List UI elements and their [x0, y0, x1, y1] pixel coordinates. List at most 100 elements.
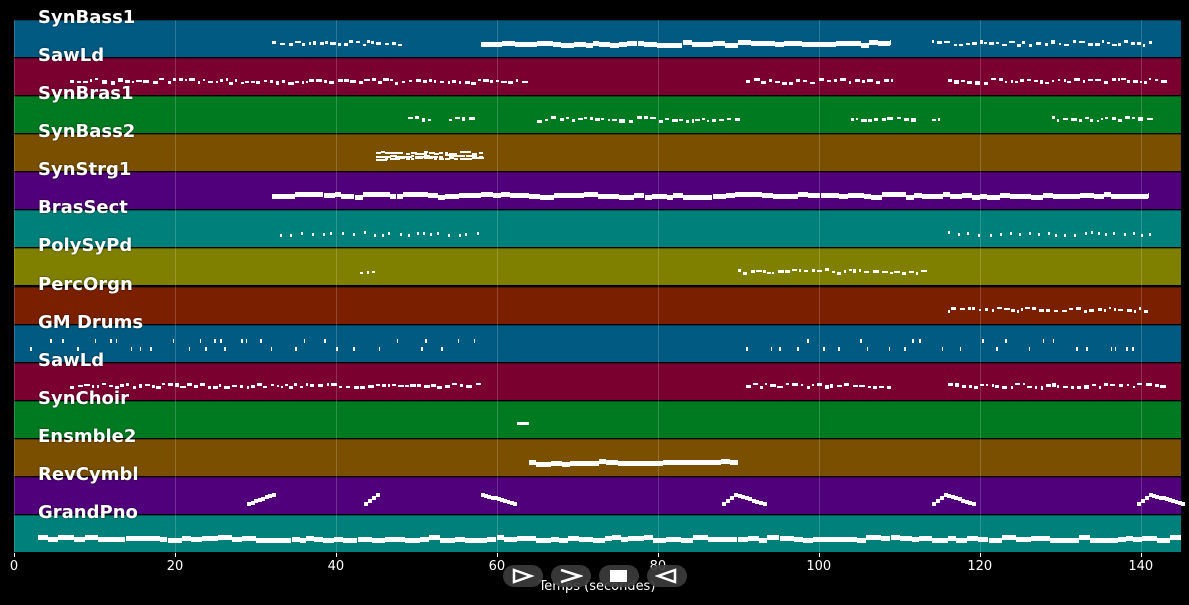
track-lane[interactable]: [14, 134, 1181, 172]
note: [460, 384, 464, 388]
track-lane[interactable]: [14, 438, 1181, 476]
note: [1155, 494, 1160, 499]
note: [428, 157, 433, 160]
note: [329, 80, 335, 84]
note: [1119, 383, 1124, 388]
note: [303, 339, 306, 344]
note: [285, 194, 296, 200]
note: [338, 386, 342, 389]
note: [516, 79, 519, 82]
track-lane[interactable]: [14, 96, 1181, 134]
track-lane[interactable]: [14, 210, 1181, 248]
note: [529, 459, 537, 465]
gridline: [657, 20, 659, 553]
note: [309, 79, 315, 83]
note: [553, 41, 562, 47]
note: [389, 79, 394, 82]
note: [376, 151, 382, 154]
note: [1083, 385, 1090, 389]
note: [1074, 78, 1080, 82]
note: [384, 152, 390, 155]
note: [480, 492, 485, 497]
note: [1143, 309, 1148, 314]
track-lane[interactable]: [14, 286, 1181, 324]
note: [964, 499, 969, 504]
note: [167, 81, 172, 85]
note: [1084, 310, 1088, 314]
note: [1063, 537, 1079, 543]
track-lane[interactable]: [14, 20, 1181, 58]
note: [891, 192, 906, 198]
track-lane[interactable]: [14, 324, 1181, 362]
note: [778, 269, 784, 273]
note: [308, 41, 311, 45]
note: [569, 193, 584, 199]
note: [232, 536, 243, 542]
note: [872, 269, 879, 273]
track-lane[interactable]: [14, 362, 1181, 400]
note: [447, 233, 450, 237]
note: [1140, 80, 1143, 84]
note: [412, 192, 428, 198]
play-button[interactable]: [503, 565, 543, 587]
note: [1133, 79, 1139, 83]
note: [1117, 308, 1124, 311]
stop-button[interactable]: [599, 565, 639, 587]
note: [1136, 42, 1141, 46]
note: [1063, 79, 1066, 83]
note: [747, 535, 760, 541]
note: [919, 339, 921, 344]
track-lane[interactable]: [14, 58, 1181, 96]
note: [1121, 77, 1127, 80]
note: [1105, 233, 1108, 237]
note: [1062, 310, 1068, 313]
note: [767, 271, 771, 275]
note: [1003, 307, 1010, 310]
gridline: [979, 20, 981, 553]
track-label: SawLd: [38, 45, 105, 67]
note: [399, 151, 404, 154]
track-lane[interactable]: [14, 400, 1181, 438]
note: [353, 347, 355, 352]
note: [291, 536, 300, 542]
note: [423, 232, 426, 236]
note: [931, 40, 934, 44]
note: [517, 535, 525, 541]
note: [1086, 347, 1088, 352]
note: [288, 43, 294, 47]
note: [754, 78, 760, 82]
note: [983, 81, 988, 85]
note: [959, 308, 966, 311]
note: [224, 386, 230, 389]
note: [701, 118, 706, 121]
note: [1126, 308, 1133, 312]
note: [836, 40, 851, 46]
note: [1024, 306, 1030, 310]
track-lane[interactable]: [14, 248, 1181, 286]
note: [584, 116, 587, 119]
note: [759, 537, 767, 543]
note: [363, 231, 366, 235]
note: [280, 42, 285, 45]
note: [809, 41, 826, 47]
note: [966, 80, 973, 84]
track-lane[interactable]: [14, 476, 1181, 514]
note: [943, 492, 948, 497]
track-lane[interactable]: [14, 172, 1181, 210]
note: [1093, 194, 1105, 200]
note: [539, 195, 548, 201]
note: [421, 347, 423, 352]
note: [734, 492, 739, 497]
track-lane[interactable]: [14, 514, 1181, 552]
note: [611, 534, 621, 540]
note: [295, 192, 304, 198]
note: [1015, 536, 1031, 542]
note: [455, 116, 461, 120]
note: [472, 154, 477, 157]
forward-button[interactable]: [551, 565, 591, 587]
note: [795, 78, 800, 83]
rewind-button[interactable]: [647, 565, 687, 587]
note: [589, 117, 594, 121]
note: [980, 40, 984, 44]
note: [136, 535, 145, 541]
